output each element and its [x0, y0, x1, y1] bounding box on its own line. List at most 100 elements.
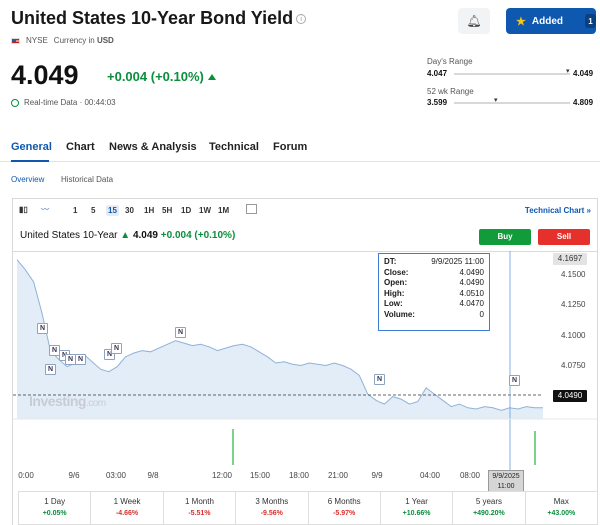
tooltip-close: 4.0490 — [459, 267, 484, 277]
x-tick-label: 9/9 — [371, 471, 383, 480]
performance-period: 6 Months — [327, 497, 361, 506]
performance-value: -5.51% — [188, 510, 211, 517]
days-range-high: 4.049 — [573, 69, 594, 78]
buy-button[interactable]: Buy — [479, 229, 531, 245]
volume-bar — [232, 429, 234, 465]
timeframe-30[interactable]: 30 — [125, 206, 134, 215]
tab-chart[interactable]: Chart — [66, 141, 95, 153]
y-max-label: 4.1697 — [553, 253, 587, 265]
y-tick-label: 4.1250 — [561, 300, 586, 309]
performance-period: 3 Months — [255, 497, 289, 506]
news-marker-icon[interactable]: N — [45, 364, 56, 375]
performance-cell[interactable]: 1 Year +10.66% — [379, 491, 453, 525]
y-tick-label: 4.0750 — [561, 361, 586, 370]
chart-settings-icon[interactable] — [246, 204, 257, 214]
timeframe-5h[interactable]: 5H — [162, 206, 173, 215]
tooltip-volume: 0 — [479, 309, 484, 319]
star-icon: ★ — [516, 15, 526, 28]
subtab-historical-data[interactable]: Historical Data — [61, 175, 114, 184]
days-range-low: 4.047 — [427, 69, 448, 78]
x-tick-label: 03:00 — [105, 471, 127, 480]
performance-value: +0.05% — [42, 510, 67, 517]
x-tick-label: 9/6 — [68, 471, 80, 480]
timeframe-1[interactable]: 1 — [73, 206, 78, 215]
chart-instrument-title: United States 10-Year ▲ 4.049 +0.004 (+0… — [20, 230, 236, 241]
page-title: United States 10-Year Bond Yield i — [11, 8, 307, 29]
timeframe-1m[interactable]: 1M — [218, 206, 230, 215]
52wk-range-marker-icon: ▾ — [494, 97, 498, 104]
bell-plus-icon: 🔔︎ — [466, 14, 482, 28]
clock-icon — [11, 98, 19, 107]
timeframe-5[interactable]: 5 — [91, 206, 96, 215]
price-area-fill — [17, 259, 543, 419]
realtime-text: Real-time Data · 00:44:03 — [24, 98, 116, 107]
info-icon[interactable]: i — [296, 14, 307, 24]
performance-cell[interactable]: 3 Months -9.56% — [235, 491, 308, 525]
news-marker-icon[interactable]: N — [175, 327, 186, 338]
candlestick-icon[interactable]: ▮▯ — [19, 205, 28, 214]
news-marker-icon[interactable]: N — [111, 343, 122, 354]
technical-chart-link[interactable]: Technical Chart » — [524, 206, 591, 215]
days-range-bar — [454, 73, 570, 75]
news-marker-icon[interactable]: N — [509, 375, 520, 386]
tab-technical[interactable]: Technical — [209, 141, 259, 153]
performance-value: +10.66% — [402, 510, 431, 517]
timeframe-1d[interactable]: 1D — [181, 206, 192, 215]
performance-cell[interactable]: Max +43.00% — [524, 491, 598, 525]
line-chart-icon[interactable]: 〰 — [41, 205, 49, 214]
price-chart[interactable] — [13, 251, 597, 471]
timeframe-1w[interactable]: 1W — [199, 206, 211, 215]
x-tick-label: 04:00 — [419, 471, 441, 480]
timeframe-1h[interactable]: 1H — [144, 206, 155, 215]
watchlist-added-button[interactable]: ★ Added 1 — [506, 8, 596, 34]
main-tabs: General Chart News & Analysis Technical … — [0, 138, 600, 162]
subtab-overview[interactable]: Overview — [11, 175, 45, 184]
performance-value: -4.66% — [115, 510, 139, 517]
tooltip-datetime: 9/9/2025 11:00 — [431, 257, 484, 266]
current-price-label: 4.0490 — [553, 390, 587, 402]
days-range-label: Day's Range — [427, 57, 473, 66]
y-tick-label: 4.1000 — [561, 331, 586, 340]
y-tick-label: 4.1500 — [561, 270, 586, 279]
x-tick-label: 9/8 — [147, 471, 159, 480]
performance-value: +490.20% — [473, 510, 505, 517]
ohlc-tooltip: DT: 9/9/2025 11:00 Close: 4.0490 Open: 4.04… — [378, 253, 490, 331]
performance-value: -5.97% — [333, 510, 356, 517]
52wk-range-bar — [454, 102, 570, 104]
performance-period: 1 Day — [44, 497, 66, 506]
last-price: 4.049 — [11, 60, 79, 90]
tab-forum[interactable]: Forum — [273, 141, 308, 153]
tab-general[interactable]: General — [11, 141, 52, 153]
x-tick-label: 18:00 — [288, 471, 310, 480]
news-marker-icon[interactable]: N — [37, 323, 48, 334]
currency-value: USD — [96, 36, 114, 45]
news-marker-icon[interactable]: N — [374, 374, 385, 385]
52wk-range-high: 4.809 — [573, 98, 594, 107]
performance-period: 1 Week — [113, 497, 141, 506]
performance-cell[interactable]: 5 years +490.20% — [452, 491, 525, 525]
performance-period: 1 Month — [184, 497, 214, 506]
investing-watermark: Investing.com — [29, 393, 106, 409]
performance-cell[interactable]: 1 Week -4.66% — [90, 491, 163, 525]
alert-button[interactable]: 🔔︎ — [458, 8, 490, 34]
watchlist-count-badge: 1 — [584, 14, 596, 28]
performance-cell[interactable]: 1 Day +0.05% — [18, 491, 91, 525]
sell-button[interactable]: Sell — [538, 229, 590, 245]
news-marker-icon[interactable]: N — [104, 349, 115, 360]
x-tick-label: 08:00 — [459, 471, 481, 480]
performance-cell[interactable]: 6 Months -5.97% — [307, 491, 380, 525]
active-tab-indicator — [11, 160, 49, 162]
tab-news-analysis[interactable]: News & Analysis — [109, 141, 197, 153]
tooltip-high: 4.0510 — [459, 288, 484, 298]
us-flag-icon — [11, 37, 20, 44]
exchange-label: NYSE — [26, 36, 48, 45]
news-marker-icon[interactable]: N — [75, 354, 86, 365]
currency-label: Currency in — [53, 36, 95, 45]
performance-cell[interactable]: 1 Month -5.51% — [162, 491, 236, 525]
chart-up-arrow-icon: ▲ — [120, 230, 131, 241]
tooltip-low: 4.0470 — [459, 299, 484, 308]
timeframe-15[interactable]: 15 — [106, 205, 119, 216]
volume-bar — [534, 431, 536, 465]
added-label: Added — [531, 15, 563, 27]
52wk-range-label: 52 wk Range — [427, 87, 474, 96]
